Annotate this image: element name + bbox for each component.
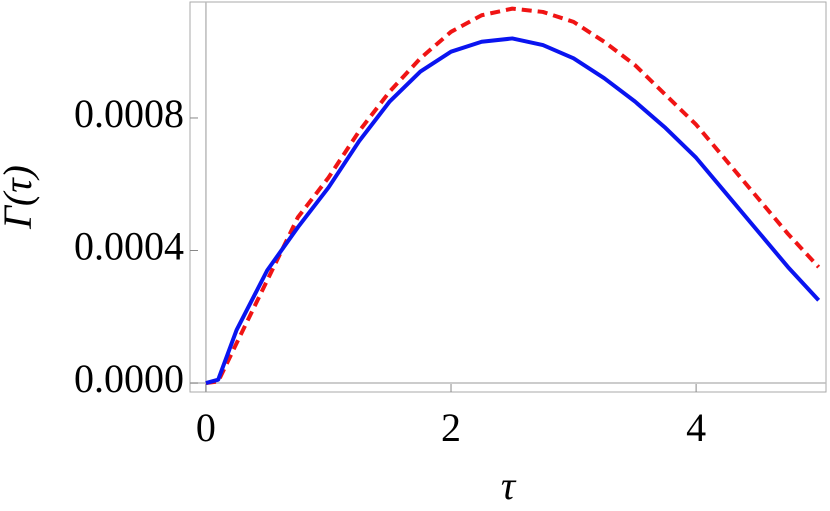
y-tick-label: 0.0008 — [74, 91, 184, 136]
y-axis-label: Γ(τ) — [0, 165, 40, 230]
data-line — [205, 36, 821, 385]
x-tick-label: 0 — [196, 405, 216, 450]
x-tick-label: 2 — [441, 405, 461, 450]
y-tick-label: 0.0004 — [74, 224, 184, 269]
plot-frame — [189, 1, 827, 393]
y-tick-label: 0.0000 — [74, 356, 184, 401]
x-axis-label: τ — [501, 463, 517, 508]
data-line — [205, 6, 821, 386]
x-tick-label: 4 — [686, 405, 706, 450]
